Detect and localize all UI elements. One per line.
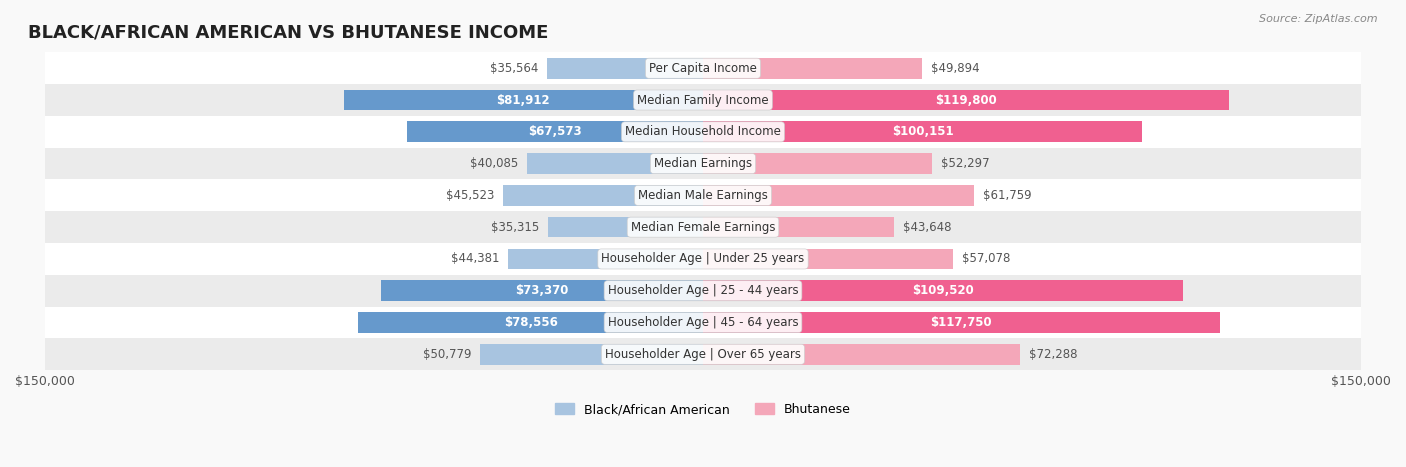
Text: $67,573: $67,573	[529, 125, 582, 138]
Text: $40,085: $40,085	[470, 157, 519, 170]
Bar	[45, 243, 1361, 275]
Text: $57,078: $57,078	[962, 253, 1011, 265]
Bar	[343, 90, 703, 110]
Bar	[503, 185, 703, 205]
Bar	[547, 58, 703, 78]
Bar	[481, 344, 703, 365]
Text: $109,520: $109,520	[912, 284, 974, 297]
Text: $43,648: $43,648	[903, 221, 952, 234]
Bar	[703, 217, 894, 238]
Text: $73,370: $73,370	[516, 284, 569, 297]
Text: Source: ZipAtlas.com: Source: ZipAtlas.com	[1260, 14, 1378, 24]
Text: Householder Age | Under 25 years: Householder Age | Under 25 years	[602, 253, 804, 265]
Text: Median Female Earnings: Median Female Earnings	[631, 221, 775, 234]
Bar	[45, 275, 1361, 307]
Bar	[45, 211, 1361, 243]
Text: Median Family Income: Median Family Income	[637, 93, 769, 106]
Bar	[527, 153, 703, 174]
Bar	[703, 121, 1142, 142]
Bar	[45, 339, 1361, 370]
Text: $81,912: $81,912	[496, 93, 550, 106]
Bar	[45, 116, 1361, 148]
Text: $35,564: $35,564	[489, 62, 538, 75]
Bar	[45, 307, 1361, 339]
Bar	[703, 312, 1219, 333]
Bar	[359, 312, 703, 333]
Bar	[703, 344, 1021, 365]
Text: Householder Age | 45 - 64 years: Householder Age | 45 - 64 years	[607, 316, 799, 329]
Text: $52,297: $52,297	[941, 157, 990, 170]
Bar	[548, 217, 703, 238]
Text: $61,759: $61,759	[983, 189, 1032, 202]
Bar	[381, 280, 703, 301]
Text: $44,381: $44,381	[451, 253, 499, 265]
Bar	[45, 84, 1361, 116]
Bar	[703, 248, 953, 269]
Bar	[45, 179, 1361, 211]
Bar	[406, 121, 703, 142]
Bar	[703, 153, 932, 174]
Text: Median Household Income: Median Household Income	[626, 125, 780, 138]
Text: Per Capita Income: Per Capita Income	[650, 62, 756, 75]
Text: Median Male Earnings: Median Male Earnings	[638, 189, 768, 202]
Bar	[703, 280, 1184, 301]
Text: $45,523: $45,523	[446, 189, 495, 202]
Text: $119,800: $119,800	[935, 93, 997, 106]
Bar	[45, 52, 1361, 84]
Text: $49,894: $49,894	[931, 62, 980, 75]
Bar	[703, 185, 974, 205]
Text: $100,151: $100,151	[891, 125, 953, 138]
Text: $35,315: $35,315	[491, 221, 540, 234]
Text: $72,288: $72,288	[1029, 348, 1077, 361]
Bar	[703, 90, 1229, 110]
Bar	[509, 248, 703, 269]
Text: Median Earnings: Median Earnings	[654, 157, 752, 170]
Text: $117,750: $117,750	[931, 316, 993, 329]
Text: $78,556: $78,556	[503, 316, 558, 329]
Text: $50,779: $50,779	[423, 348, 471, 361]
Text: Householder Age | Over 65 years: Householder Age | Over 65 years	[605, 348, 801, 361]
Legend: Black/African American, Bhutanese: Black/African American, Bhutanese	[550, 398, 856, 421]
Text: BLACK/AFRICAN AMERICAN VS BHUTANESE INCOME: BLACK/AFRICAN AMERICAN VS BHUTANESE INCO…	[28, 23, 548, 42]
Text: Householder Age | 25 - 44 years: Householder Age | 25 - 44 years	[607, 284, 799, 297]
Bar	[45, 148, 1361, 179]
Bar	[703, 58, 922, 78]
